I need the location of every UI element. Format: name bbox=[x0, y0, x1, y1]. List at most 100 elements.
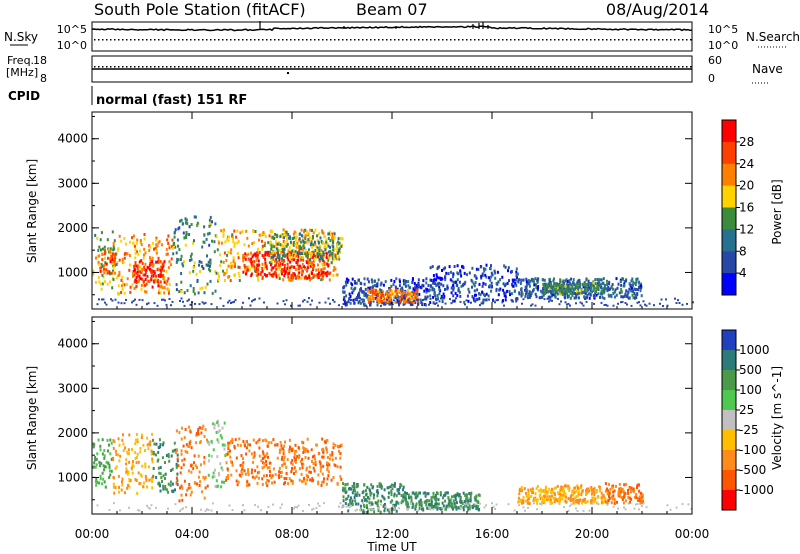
power-cell bbox=[528, 289, 531, 293]
power-cell bbox=[414, 296, 417, 300]
power-cell bbox=[179, 300, 181, 302]
velocity-cell bbox=[432, 504, 435, 508]
velocity-cell bbox=[108, 476, 111, 479]
power-cell bbox=[356, 296, 359, 299]
velocity-cell bbox=[608, 497, 611, 500]
noise-search-dot bbox=[422, 39, 424, 41]
power-cell bbox=[209, 221, 212, 225]
power-cell bbox=[113, 252, 116, 256]
velocity-cell bbox=[247, 471, 250, 474]
power-cell bbox=[175, 260, 178, 264]
velocity-cell bbox=[439, 507, 441, 510]
velocity-cell bbox=[180, 484, 183, 488]
power-cell bbox=[380, 304, 382, 307]
power-cell bbox=[275, 257, 278, 261]
velocity-cell bbox=[294, 506, 297, 508]
velocity-cell bbox=[200, 431, 203, 435]
power-cell bbox=[120, 291, 123, 294]
velocity-cell bbox=[164, 487, 167, 491]
velocity-cell bbox=[283, 444, 286, 448]
power-cell bbox=[347, 278, 350, 282]
power-cell bbox=[572, 292, 575, 296]
power-cell bbox=[231, 301, 234, 304]
velocity-cell bbox=[282, 447, 284, 451]
power-cell bbox=[630, 283, 633, 287]
velocity-cell bbox=[308, 504, 310, 506]
power-cell bbox=[316, 246, 319, 250]
power-colorbar-tick-label: 8 bbox=[739, 244, 747, 258]
power-cell bbox=[175, 288, 178, 292]
power-cell bbox=[639, 284, 642, 288]
velocity-cell bbox=[190, 470, 193, 474]
power-cell bbox=[463, 300, 466, 304]
power-cell bbox=[512, 284, 515, 288]
power-cell bbox=[401, 286, 404, 290]
velocity-cell bbox=[600, 496, 603, 500]
power-cell bbox=[135, 279, 137, 283]
velocity-cell bbox=[102, 477, 105, 481]
power-cell bbox=[104, 256, 106, 260]
velocity-cell bbox=[278, 476, 281, 479]
power-cell bbox=[380, 289, 383, 292]
velocity-cell bbox=[201, 427, 204, 430]
power-cell bbox=[136, 274, 139, 278]
velocity-cell bbox=[393, 484, 396, 488]
power-cell bbox=[230, 234, 233, 238]
power-cell bbox=[257, 268, 260, 272]
nave-dot bbox=[538, 66, 540, 68]
power-cell bbox=[423, 298, 426, 301]
velocity-cell bbox=[540, 503, 543, 506]
nave-dot bbox=[118, 66, 120, 68]
power-cell bbox=[399, 301, 402, 305]
power-cell bbox=[194, 215, 197, 219]
velocity-cell bbox=[294, 460, 297, 464]
power-cell bbox=[310, 263, 313, 267]
velocity-cell bbox=[282, 452, 285, 456]
velocity-cell bbox=[223, 421, 226, 425]
power-cell bbox=[421, 283, 424, 287]
power-cell bbox=[574, 287, 576, 291]
power-cell bbox=[570, 283, 573, 287]
nave-dot bbox=[134, 66, 136, 68]
power-cell bbox=[315, 256, 318, 260]
power-cell bbox=[413, 282, 416, 285]
velocity-cell bbox=[400, 494, 403, 497]
power-cell bbox=[144, 262, 147, 266]
power-cell bbox=[163, 291, 166, 295]
noise-search-dot bbox=[194, 39, 196, 41]
velocity-cell bbox=[549, 500, 552, 504]
power-cell bbox=[156, 244, 159, 248]
power-cell bbox=[214, 222, 217, 226]
velocity-cell bbox=[618, 490, 621, 493]
power-cell bbox=[181, 262, 184, 266]
power-cell bbox=[587, 288, 589, 292]
power-cell bbox=[590, 286, 593, 290]
velocity-cell bbox=[317, 502, 319, 505]
power-cell bbox=[182, 300, 184, 303]
velocity-cell bbox=[552, 496, 555, 500]
power-cell bbox=[311, 272, 313, 275]
power-cell bbox=[561, 293, 564, 296]
power-cell bbox=[302, 251, 305, 255]
power-cell bbox=[372, 297, 375, 301]
power-cell bbox=[546, 297, 549, 300]
nave-dot bbox=[558, 66, 560, 68]
power-cell bbox=[458, 280, 461, 284]
nave-dot bbox=[414, 66, 416, 68]
power-cell bbox=[145, 290, 148, 294]
velocity-cell bbox=[521, 489, 524, 493]
power-cell bbox=[123, 291, 126, 295]
velocity-cell bbox=[399, 485, 402, 489]
power-cell bbox=[438, 300, 441, 303]
velocity-cell bbox=[553, 500, 556, 504]
power-cell bbox=[157, 284, 160, 288]
power-cell bbox=[538, 296, 541, 300]
power-cell bbox=[615, 277, 618, 281]
velocity-cell bbox=[119, 509, 121, 512]
velocity-cell bbox=[517, 500, 520, 504]
velocity-cell bbox=[237, 480, 240, 484]
noise-search-dot bbox=[434, 39, 436, 41]
power-cell bbox=[350, 286, 353, 290]
power-cell bbox=[165, 282, 168, 286]
